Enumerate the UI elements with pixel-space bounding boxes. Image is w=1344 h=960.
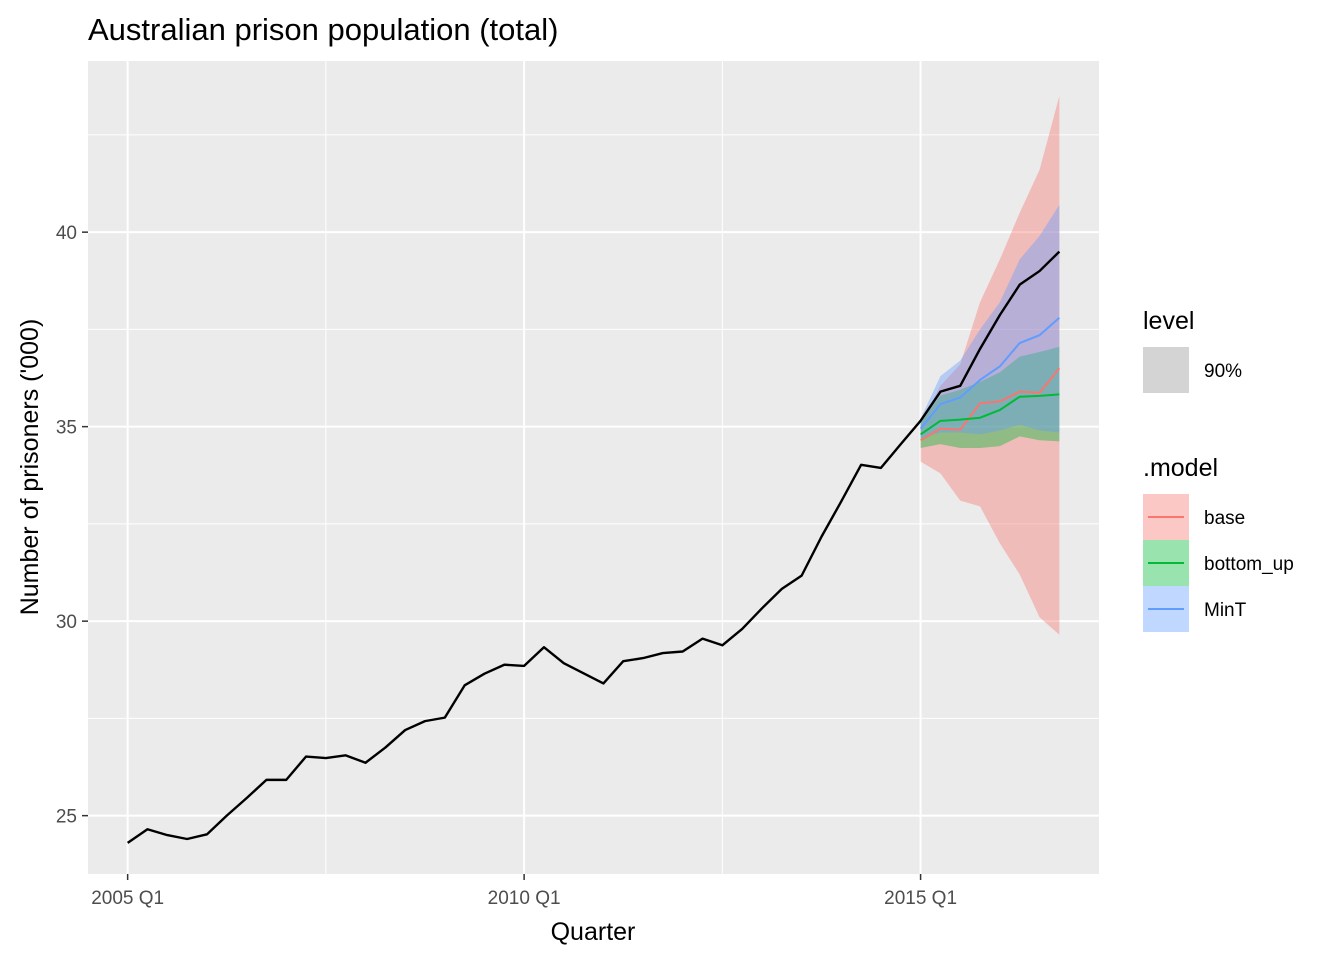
forecast-line-MinT <box>919 316 1061 430</box>
history-line <box>126 250 1061 844</box>
grid-minor <box>88 61 1099 874</box>
forecast-lines <box>919 316 1061 442</box>
x-tick-label: 2010 Q1 <box>488 888 561 909</box>
ribbon-MinT <box>920 204 1060 439</box>
x-axis-title: Quarter <box>551 918 636 946</box>
forecast-line-base <box>920 367 1061 442</box>
history-series <box>126 250 1061 844</box>
y-axis-title: Number of prisoners ('000) <box>16 319 44 616</box>
legend-label-base: base <box>1204 508 1245 529</box>
x-tick-label: 2005 Q1 <box>91 888 164 909</box>
legend-level-key <box>1143 347 1189 393</box>
x-tick-label: 2015 Q1 <box>884 888 957 909</box>
legend-label-bottom_up: bottom_up <box>1204 554 1294 575</box>
legend-model-title: .model <box>1143 454 1218 482</box>
ribbon-bottom_up <box>920 346 1060 449</box>
legend-label-MinT: MinT <box>1204 600 1247 621</box>
y-tick-label: 40 <box>56 223 77 244</box>
x-axis: 2005 Q1 2010 Q1 2015 Q1 <box>91 874 957 909</box>
y-tick-label: 30 <box>56 612 77 633</box>
chart-title: Australian prison population (total) <box>88 12 558 47</box>
legend-model-keys: base bottom_up MinT <box>1143 494 1294 632</box>
y-tick-label: 35 <box>56 418 77 439</box>
legend-level-title: level <box>1143 307 1194 335</box>
y-axis: 25 30 35 40 <box>56 223 88 828</box>
forecast-line-bottom_up <box>920 393 1060 436</box>
plot-panel <box>88 61 1099 874</box>
ribbon-base <box>920 96 1060 635</box>
y-tick-label: 25 <box>56 807 77 828</box>
prediction-interval-ribbons <box>920 96 1060 635</box>
legend-level-label: 90% <box>1204 361 1242 382</box>
legend: level 90% .model base bottom_up MinT <box>1143 307 1294 632</box>
